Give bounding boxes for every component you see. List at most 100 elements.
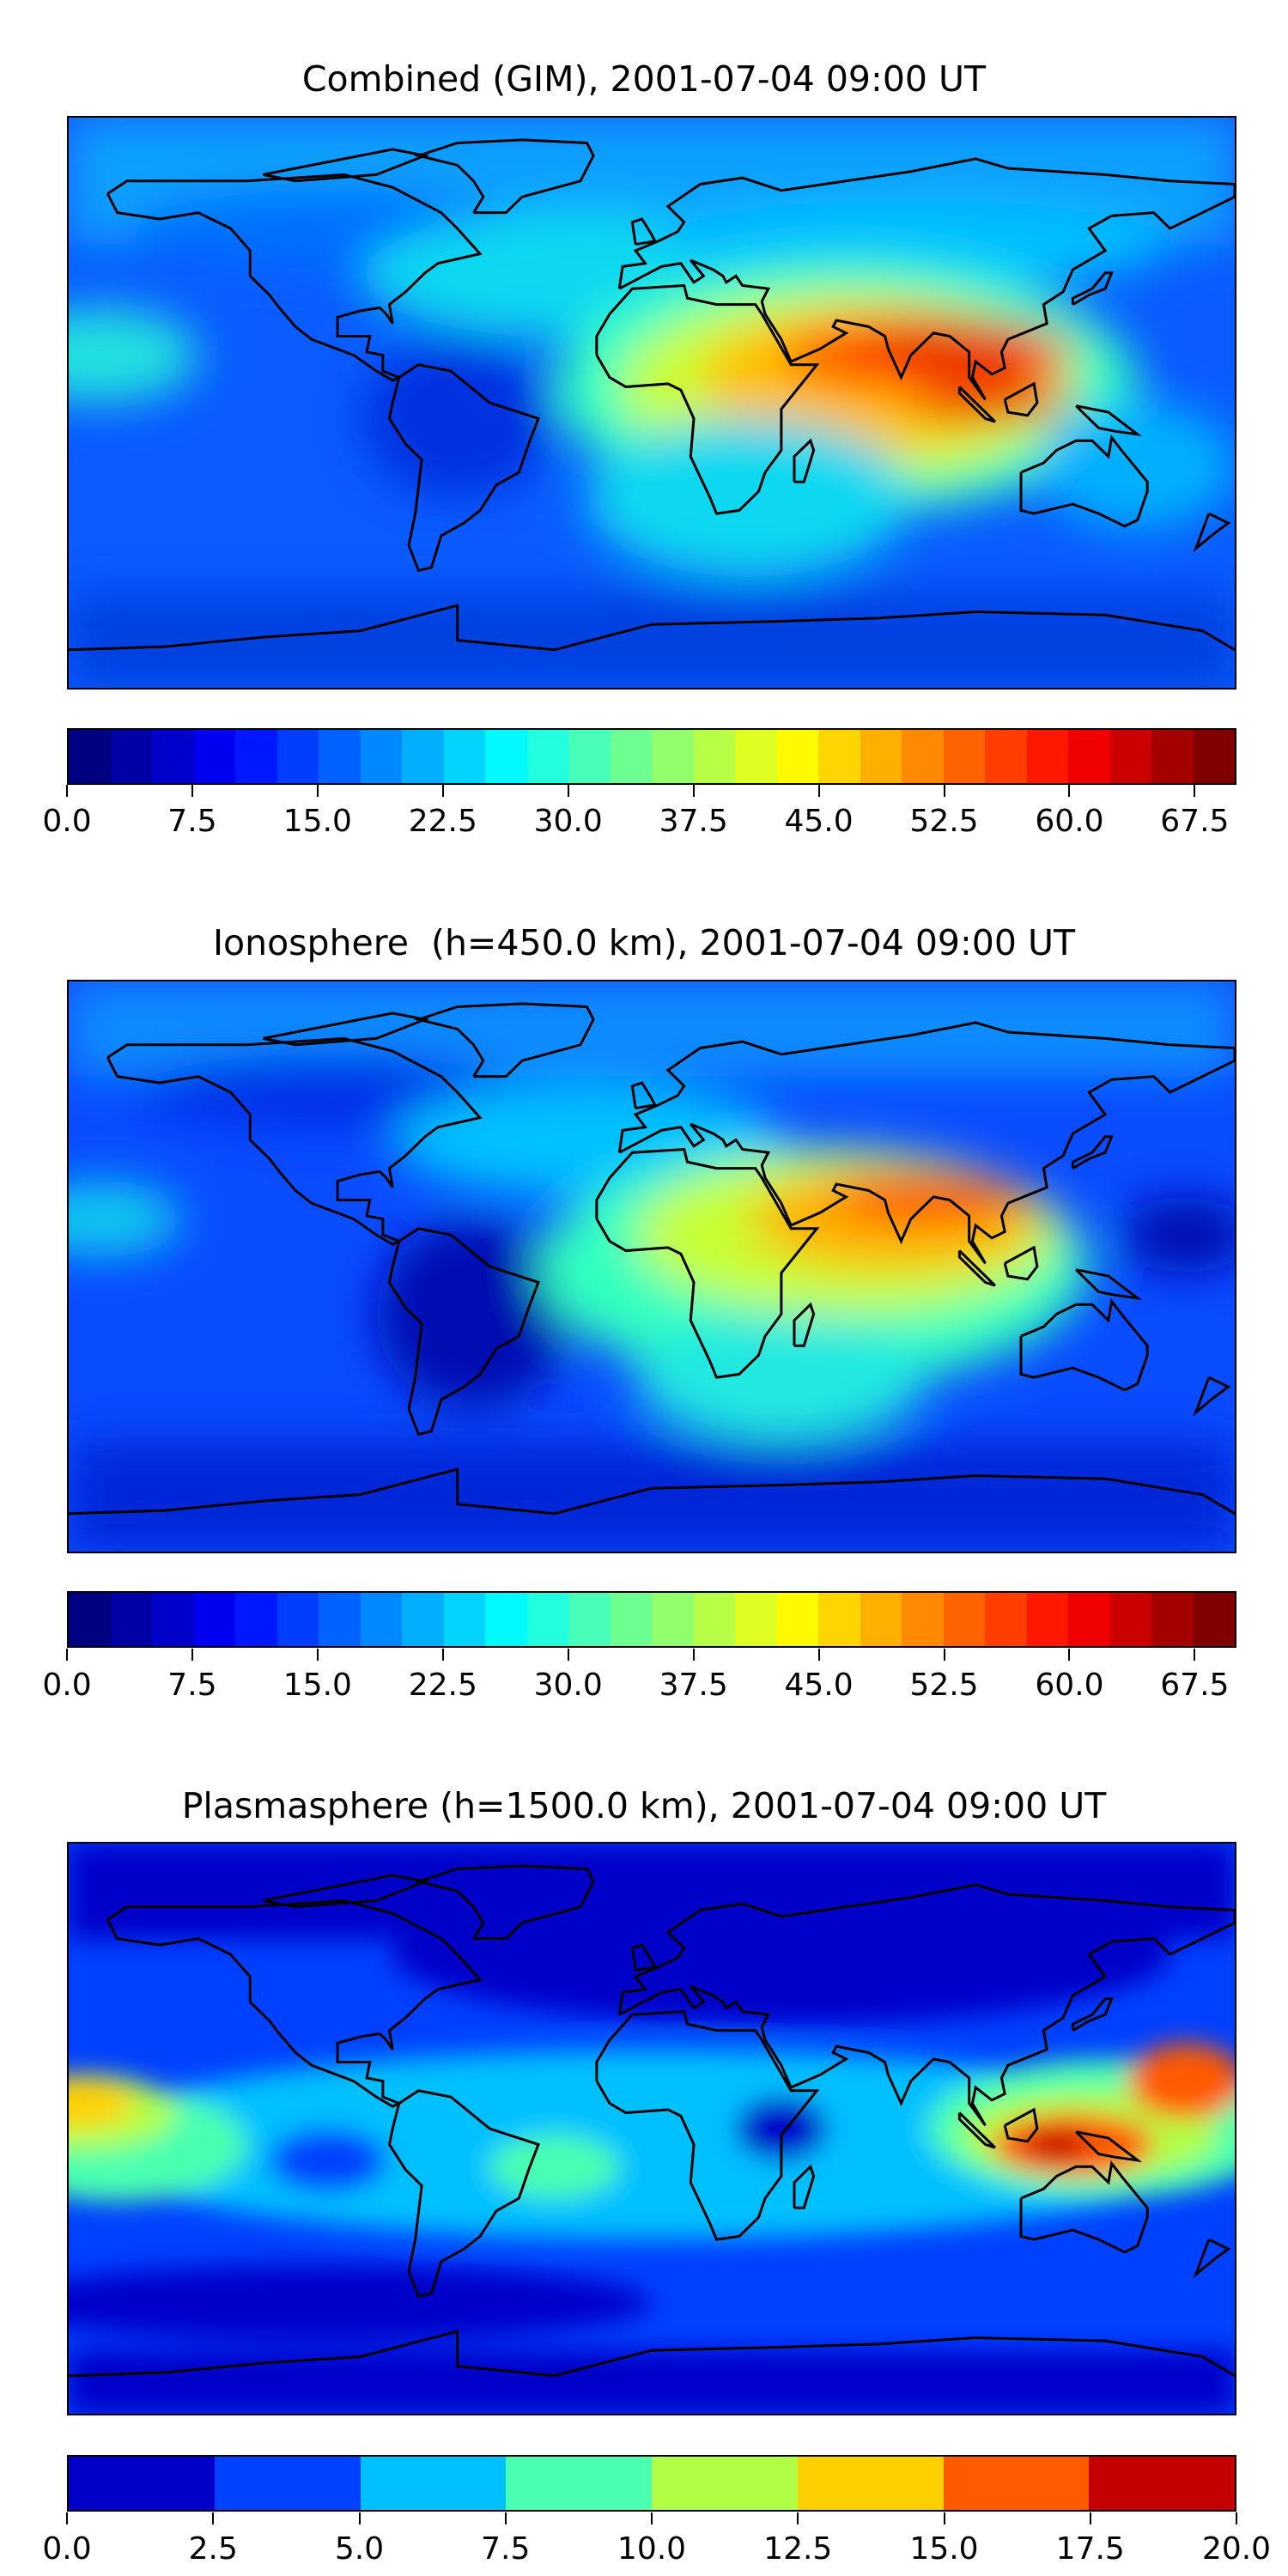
colorbar-level (1151, 1593, 1194, 1646)
colorbar-level (1026, 1593, 1068, 1646)
colorbar-level (1109, 730, 1151, 783)
colorbar-level (276, 1593, 319, 1646)
colorbar-level (193, 730, 235, 783)
colorbar-tick-label: 30.0 (533, 804, 603, 839)
colorbar-level (860, 730, 902, 783)
colorbar-tick-label: 15.0 (909, 2531, 979, 2567)
colorbar-level (943, 2457, 1090, 2510)
colorbar-level (443, 1593, 485, 1646)
colorbar-tick (1068, 1649, 1071, 1661)
colorbar-level (652, 2457, 798, 2510)
colorbar-level (652, 1593, 694, 1646)
colorbar-tick-label: 0.0 (42, 2531, 92, 2567)
colorbar-level (652, 730, 694, 783)
colorbar-tick-label: 52.5 (909, 804, 979, 839)
colorbar-tick (692, 785, 695, 797)
colorbar-tick (567, 1649, 569, 1661)
colorbar-tick-label: 37.5 (659, 1668, 728, 1703)
colorbar-tick-label: 5.0 (334, 2531, 385, 2567)
colorbar-tick-label: 22.5 (408, 1668, 477, 1703)
colorbar-level (818, 1593, 860, 1646)
colorbar-tick (212, 2512, 215, 2524)
colorbar-level (110, 730, 152, 783)
colorbar-level (319, 1593, 361, 1646)
colorbar-level (610, 730, 652, 783)
colorbar-plasmasphere (67, 2455, 1236, 2512)
colorbar-level (360, 730, 402, 783)
colorbar-tick (66, 1649, 68, 1661)
colorbar-level (485, 1593, 527, 1646)
colorbar-combined (67, 728, 1236, 785)
tec-field (69, 118, 1235, 688)
tec-field (69, 981, 1235, 1552)
colorbar-level (610, 1593, 652, 1646)
colorbar-level (69, 2457, 215, 2510)
colorbar-tick (441, 785, 444, 797)
colorbar-tick (943, 1649, 945, 1661)
colorbar-tick-label: 0.0 (42, 1668, 92, 1703)
colorbar-level (506, 2457, 652, 2510)
colorbar-tick-label: 7.5 (481, 2531, 531, 2567)
colorbar-level (735, 730, 777, 783)
map-plasmasphere (67, 1842, 1236, 2415)
colorbar-tick (191, 1649, 193, 1661)
colorbar-level (1193, 1593, 1235, 1646)
colorbar-level (485, 730, 527, 783)
map-combined-gim (67, 116, 1236, 690)
map-ionosphere (67, 980, 1236, 1553)
colorbar-ionosphere (67, 1591, 1236, 1648)
colorbar-level (1026, 730, 1068, 783)
colorbar-level (735, 1593, 777, 1646)
colorbar-level (797, 2457, 944, 2510)
colorbar-level (568, 730, 611, 783)
colorbar-tick (1194, 785, 1196, 797)
colorbar-tick (191, 785, 193, 797)
colorbar-tick (817, 785, 820, 797)
colorbar-level (235, 1593, 277, 1646)
colorbar-level (818, 730, 860, 783)
colorbar-tick (651, 2512, 653, 2524)
colorbar-tick-label: 0.0 (42, 804, 92, 839)
colorbar-tick-label: 15.0 (283, 804, 352, 839)
colorbar-level (693, 1593, 735, 1646)
colorbar-level (902, 1593, 944, 1646)
colorbar-tick (1236, 2512, 1237, 2524)
colorbar-tick-label: 52.5 (909, 1668, 979, 1703)
colorbar-tick (66, 2512, 68, 2524)
colorbar-tick (1068, 785, 1071, 797)
colorbar-level (526, 1593, 568, 1646)
colorbar-level (1068, 730, 1110, 783)
colorbar-level (214, 2457, 361, 2510)
colorbar-tick-label: 22.5 (408, 804, 477, 839)
colorbar-level (402, 1593, 444, 1646)
colorbar-level (943, 730, 985, 783)
colorbar-level (776, 730, 818, 783)
colorbar-tick-label: 10.0 (617, 2531, 687, 2567)
chart-title-ionosphere: Ionosphere (h=450.0 km), 2001-07-04 09:0… (212, 922, 1076, 963)
colorbar-level (193, 1593, 235, 1646)
colorbar-tick-label: 45.0 (784, 804, 854, 839)
colorbar-tick (358, 2512, 361, 2524)
colorbar-level (319, 730, 361, 783)
colorbar-level (69, 730, 111, 783)
colorbar-level (402, 730, 444, 783)
colorbar-level (943, 1593, 985, 1646)
colorbar-tick-label: 17.5 (1055, 2531, 1125, 2567)
colorbar-level (1089, 2457, 1235, 2510)
colorbar-tick-label: 7.5 (167, 1668, 217, 1703)
colorbar-ticks-combined: 0.0 7.5 15.0 22.5 30.0 37.5 45.0 52.5 60.0 67.5 (42, 785, 1236, 845)
colorbar-level (526, 730, 568, 783)
colorbar-tick (817, 1649, 820, 1661)
colorbar-level (69, 1593, 111, 1646)
colorbar-level (110, 1593, 152, 1646)
colorbar-level (360, 2457, 507, 2510)
colorbar-tick (943, 785, 945, 797)
colorbar-level (152, 730, 194, 783)
colorbar-level (776, 1593, 818, 1646)
colorbar-tick-label: 2.5 (188, 2531, 238, 2567)
colorbar-tick (797, 2512, 799, 2524)
colorbar-level (235, 730, 277, 783)
colorbar-tick-label: 30.0 (533, 1668, 603, 1703)
chart-title-plasmasphere: Plasmasphere (h=1500.0 km), 2001-07-04 0… (181, 1785, 1107, 1826)
colorbar-tick (504, 2512, 507, 2524)
